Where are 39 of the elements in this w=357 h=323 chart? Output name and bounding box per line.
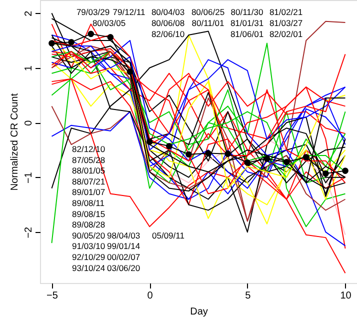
x-axis-title: Day	[190, 306, 208, 318]
x-tick-label: 5	[245, 290, 252, 302]
x-tick-label: −5	[46, 290, 58, 302]
annotation: 80/11/30	[230, 7, 264, 17]
annotation: 80/06/25	[191, 7, 225, 17]
annotation: 82/06/10	[151, 29, 185, 39]
annotation: 91/03/10	[72, 241, 106, 252]
annotation: 80/06/08	[151, 18, 185, 28]
annotation: 89/01/07	[72, 187, 106, 198]
y-tick-label: 0	[24, 120, 34, 126]
annotation: 05/09/11	[152, 230, 185, 240]
annotation: 89/08/15	[72, 208, 106, 219]
annotation: 89/08/28	[72, 220, 106, 230]
annotation: 89/08/11	[72, 198, 105, 208]
x-tick-label: 10	[340, 290, 352, 302]
annotation: 00/02/07	[107, 252, 140, 262]
y-axis-title: Normalized CR Count	[10, 93, 20, 191]
annotation: 92/10/29	[72, 252, 106, 262]
x-tick-label: 0	[147, 290, 154, 302]
annotation: 82/02/01	[269, 29, 303, 39]
y-tick-label: −2	[24, 226, 34, 238]
annotation: 80/11/01	[192, 18, 224, 28]
annotation: 79/12/11	[112, 7, 146, 17]
annotation: 81/06/01	[230, 29, 264, 39]
annotation: 81/01/31	[230, 18, 264, 28]
y-tick-label: −1	[24, 172, 34, 184]
annotation: 99/01/14	[107, 241, 140, 252]
annotation: 79/03/29	[76, 7, 110, 17]
annotation: 88/07/21	[72, 176, 106, 186]
y-tick-label: 2	[24, 10, 34, 16]
annotation: 80/03/05	[92, 18, 126, 28]
annotation: 81/03/27	[269, 18, 303, 28]
annotation: 98/04/03	[107, 230, 140, 240]
annotation: 90/05/20	[72, 230, 106, 240]
annotation: 93/10/24	[72, 262, 106, 273]
y-tick-label: 1	[24, 65, 34, 72]
annotation: 81/02/21	[269, 7, 303, 17]
annotation: 03/06/20	[107, 262, 140, 273]
annotation: 80/04/03	[151, 7, 185, 17]
